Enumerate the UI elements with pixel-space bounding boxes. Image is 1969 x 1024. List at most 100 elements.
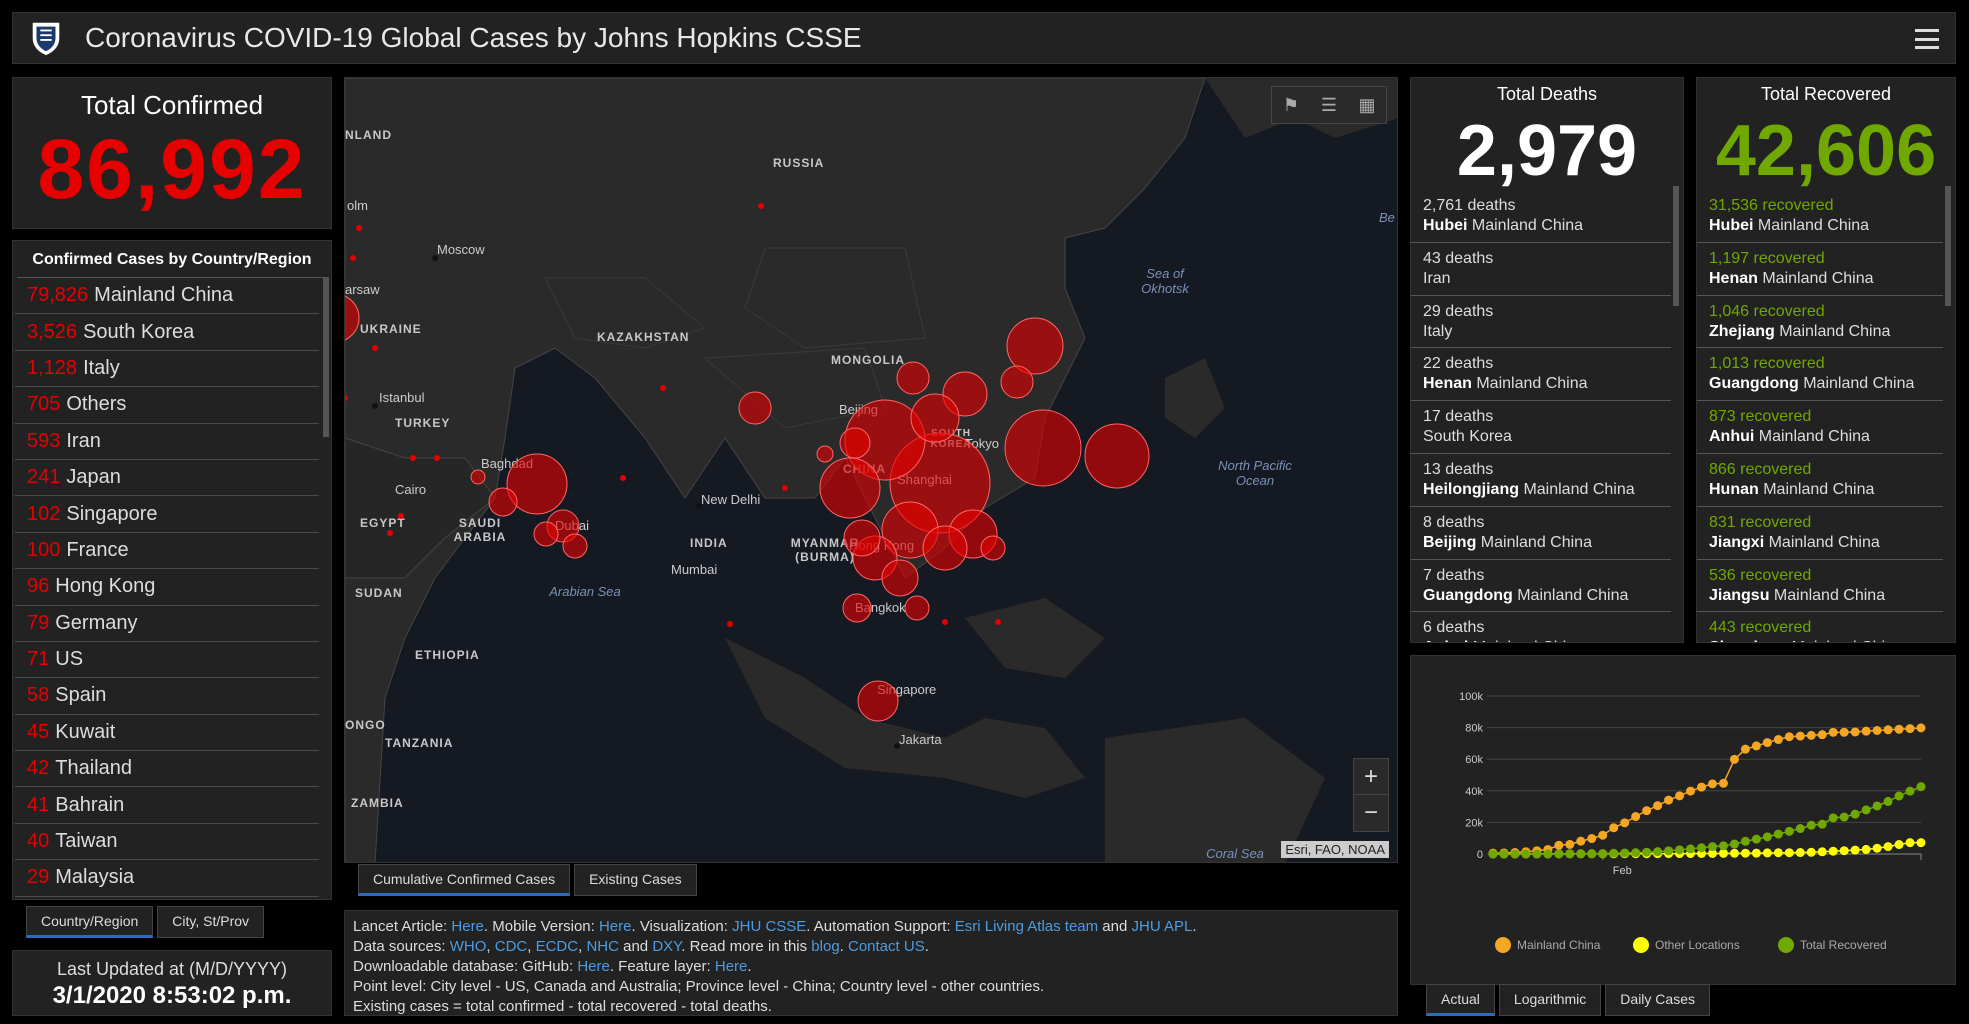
total-confirmed-value: 86,992 xyxy=(13,127,331,211)
recovered-list-item[interactable]: 866 recovered Hunan Mainland China xyxy=(1697,454,1943,507)
github-link[interactable]: Here xyxy=(577,958,610,975)
country-list-item[interactable]: 29 Malaysia xyxy=(15,860,319,896)
zoom-in-button[interactable]: + xyxy=(1354,759,1388,795)
country-case-count: 100 xyxy=(27,539,60,562)
map-city-moscow: Moscow xyxy=(437,242,485,257)
country-list-item[interactable]: 593 Iran xyxy=(15,424,319,460)
country-list-item[interactable]: 58 Spain xyxy=(15,678,319,714)
qr-code-icon[interactable]: ▦ xyxy=(1348,87,1386,123)
deaths-list-item[interactable]: 29 deaths Italy xyxy=(1411,296,1671,349)
esri-link[interactable]: Esri Living Atlas team xyxy=(955,918,1098,935)
tab-actual[interactable]: Actual xyxy=(1426,984,1495,1016)
deaths-list-item[interactable]: 8 deaths Beijing Mainland China xyxy=(1411,507,1671,560)
y-tick-label: 80k xyxy=(1465,723,1483,735)
tab-city-state[interactable]: City, St/Prov xyxy=(157,906,264,938)
deaths-list-item[interactable]: 22 deaths Henan Mainland China xyxy=(1411,348,1671,401)
bookmark-icon[interactable]: ⚑ xyxy=(1272,87,1310,123)
map-label-sudan: SUDAN xyxy=(355,586,403,600)
deaths-list-item[interactable]: 43 deaths Iran xyxy=(1411,243,1671,296)
total-deaths-label: Total Deaths xyxy=(1411,84,1683,105)
dxy-link[interactable]: DXY xyxy=(652,938,681,955)
country-name: Kuwait xyxy=(55,721,115,744)
total-recovered-panel[interactable]: Total Recovered 42,606 31,536 recovered H… xyxy=(1696,77,1956,643)
recovered-list-item[interactable]: 31,536 recovered Hubei Mainland China xyxy=(1697,190,1943,243)
blog-link[interactable]: blog xyxy=(811,938,839,955)
data-point xyxy=(1675,791,1684,800)
map-view[interactable]: NLAND RUSSIA KAZAKHSTAN MONGOLIA UKRAINE… xyxy=(344,77,1398,863)
tab-cumulative-confirmed[interactable]: Cumulative Confirmed Cases xyxy=(358,864,570,896)
country-list-item[interactable]: 100 France xyxy=(15,533,319,569)
data-point xyxy=(1653,847,1662,856)
hamburger-menu-icon[interactable] xyxy=(1915,29,1939,49)
feature-layer-link[interactable]: Here xyxy=(715,958,748,975)
country-list-panel[interactable]: Confirmed Cases by Country/Region 79,826… xyxy=(12,240,332,900)
last-updated-panel: Last Updated at (M/D/YYYY) 3/1/2020 8:53… xyxy=(12,950,332,1016)
country-case-count: 241 xyxy=(27,466,60,489)
zoom-out-button[interactable]: − xyxy=(1354,795,1388,831)
recovered-scrollbar[interactable] xyxy=(1945,186,1951,306)
tab-daily-cases[interactable]: Daily Cases xyxy=(1605,984,1710,1016)
country-list-item[interactable]: 45 Kuwait xyxy=(15,715,319,751)
country-case-count: 79,826 xyxy=(27,284,88,307)
data-point xyxy=(1664,846,1673,855)
data-point xyxy=(1598,831,1607,840)
recovered-list-item[interactable]: 1,046 recovered Zhejiang Mainland China xyxy=(1697,296,1943,349)
deaths-list-item[interactable]: 13 deaths Heilongjiang Mainland China xyxy=(1411,454,1671,507)
info-line-3: Downloadable database: GitHub: Here. Fea… xyxy=(353,957,1389,977)
country-list-item[interactable]: 102 Singapore xyxy=(15,496,319,532)
country-list-item[interactable]: 71 US xyxy=(15,642,319,678)
recovered-list-item[interactable]: 536 recovered Jiangsu Mainland China xyxy=(1697,560,1943,613)
ecdc-link[interactable]: ECDC xyxy=(536,938,579,955)
deaths-list-item[interactable]: 17 deaths South Korea xyxy=(1411,401,1671,454)
country-list-item[interactable]: 1,128 Italy xyxy=(15,351,319,387)
tab-logarithmic[interactable]: Logarithmic xyxy=(1499,984,1601,1016)
country-list-item[interactable]: 79 Germany xyxy=(15,606,319,642)
recovered-list-item[interactable]: 831 recovered Jiangxi Mainland China xyxy=(1697,507,1943,560)
map-city-new-delhi: New Delhi xyxy=(701,492,760,507)
recovered-count: 866 xyxy=(1709,461,1736,478)
data-point xyxy=(1576,837,1585,846)
recovered-list-item[interactable]: 1,013 recovered Guangdong Mainland China xyxy=(1697,348,1943,401)
country-list-header: Confirmed Cases by Country/Region xyxy=(17,241,327,278)
cdc-link[interactable]: CDC xyxy=(495,938,528,955)
map-city-jakarta: Jakarta xyxy=(899,732,942,747)
tab-country-region[interactable]: Country/Region xyxy=(26,906,153,938)
map-city-mumbai: Mumbai xyxy=(671,562,717,577)
recovered-list-item[interactable]: 1,197 recovered Henan Mainland China xyxy=(1697,243,1943,296)
nhc-link[interactable]: NHC xyxy=(586,938,619,955)
jhu-apl-link[interactable]: JHU APL xyxy=(1132,918,1193,935)
country-list-item[interactable]: 79,826 Mainland China xyxy=(15,278,319,314)
list-icon[interactable]: ☰ xyxy=(1310,87,1348,123)
data-point xyxy=(1862,845,1871,854)
deaths-list-item[interactable]: 7 deaths Guangdong Mainland China xyxy=(1411,560,1671,613)
lancet-link[interactable]: Here xyxy=(451,918,484,935)
deaths-list-item[interactable]: 2,761 deaths Hubei Mainland China xyxy=(1411,190,1671,243)
country-list-scrollbar[interactable] xyxy=(323,277,329,437)
total-deaths-panel[interactable]: Total Deaths 2,979 2,761 deaths Hubei Mai… xyxy=(1410,77,1684,643)
recovered-country: Mainland China xyxy=(1758,270,1874,287)
map-city-singapore: Singapore xyxy=(877,682,936,697)
data-point xyxy=(1664,796,1673,805)
country-list-item[interactable]: 3,526 South Korea xyxy=(15,314,319,350)
country-list-item[interactable]: 241 Japan xyxy=(15,460,319,496)
country-list-item[interactable]: 705 Others xyxy=(15,387,319,423)
tab-existing-cases[interactable]: Existing Cases xyxy=(574,864,697,896)
recovered-list-item[interactable]: 443 recovered Shandong Mainland China xyxy=(1697,612,1943,643)
data-point xyxy=(1686,844,1695,853)
country-list-item[interactable]: 41 Bahrain xyxy=(15,787,319,823)
recovered-list-item[interactable]: 873 recovered Anhui Mainland China xyxy=(1697,401,1943,454)
country-list-item[interactable]: 40 Taiwan xyxy=(15,824,319,860)
data-point xyxy=(1796,732,1805,741)
deaths-scrollbar[interactable] xyxy=(1673,186,1679,306)
map-city-istanbul: Istanbul xyxy=(379,390,425,405)
deaths-list-item[interactable]: 6 deaths Anhui Mainland China xyxy=(1411,612,1671,643)
jhu-csse-link[interactable]: JHU CSSE xyxy=(732,918,806,935)
country-list-item[interactable]: 42 Thailand xyxy=(15,751,319,787)
mobile-link[interactable]: Here xyxy=(599,918,632,935)
contact-link[interactable]: Contact US xyxy=(848,938,925,955)
legend-label: Total Recovered xyxy=(1800,938,1887,952)
who-link[interactable]: WHO xyxy=(450,938,487,955)
data-point xyxy=(1774,848,1783,857)
recovered-count: 1,046 xyxy=(1709,303,1749,320)
country-list-item[interactable]: 96 Hong Kong xyxy=(15,569,319,605)
